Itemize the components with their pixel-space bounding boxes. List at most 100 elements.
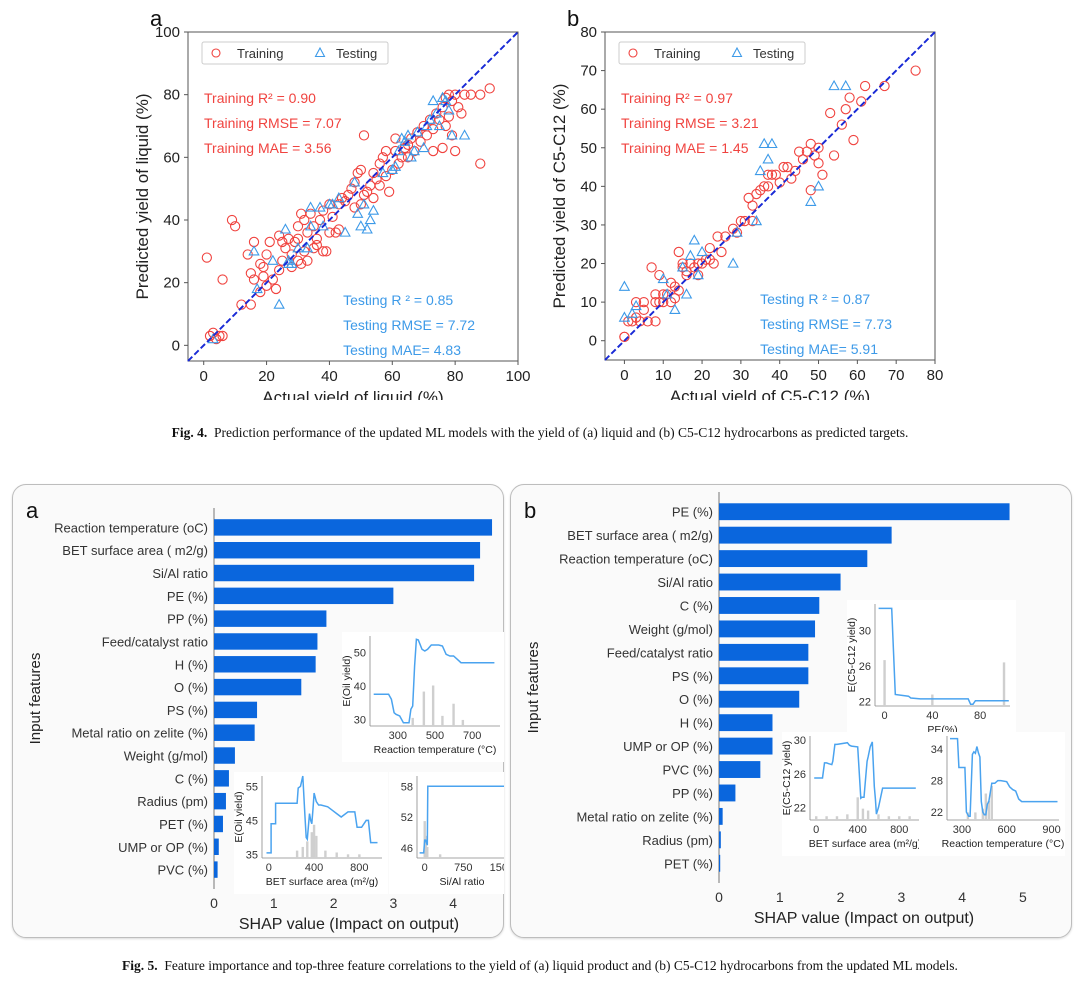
testing-point (333, 191, 345, 203)
inset-y-tick-label: 28 (931, 776, 943, 788)
testing-point (727, 257, 739, 268)
inset-x-tick-label: 400 (305, 862, 323, 874)
training-point (650, 296, 661, 308)
training-point (229, 221, 241, 232)
x-tick-label: 1 (776, 889, 784, 905)
x-tick-label: 40 (771, 367, 788, 384)
y-axis-label: Input features (525, 642, 542, 734)
training-point (453, 102, 464, 113)
training-point (848, 134, 859, 146)
shap-bar (719, 854, 721, 872)
testing-point (618, 311, 631, 322)
inset-x-tick-label: 80 (974, 710, 986, 722)
training-point (836, 119, 847, 130)
feature-label: O (%) (174, 680, 208, 695)
testing-point (758, 137, 770, 149)
feature-label: Weight (g/mol) (124, 749, 208, 764)
panel-label: a (150, 6, 163, 31)
shap-bar (214, 656, 316, 673)
training-point (418, 120, 429, 132)
testing-point (402, 129, 414, 140)
inset-y-tick-label: 30 (794, 735, 806, 747)
feature-label: Weight (g/mol) (629, 622, 713, 637)
inset-x-axis-label: Reaction temperature (°C) (942, 838, 1065, 850)
training-point (207, 327, 219, 338)
inset-y-tick-label: 22 (859, 697, 871, 709)
testing-point (326, 198, 339, 209)
training-point (402, 152, 414, 163)
shap-bar (214, 610, 327, 627)
testing-point (812, 180, 825, 191)
shap-bar (719, 714, 773, 732)
testing-point (399, 135, 411, 146)
training-point (716, 246, 727, 258)
testing-point (285, 257, 298, 269)
testing-point (750, 214, 763, 226)
inset-dependence-line (266, 775, 378, 854)
feature-label: Radius (pm) (642, 833, 713, 848)
testing-point (458, 129, 471, 140)
inset-histogram-bar (877, 814, 880, 820)
training-point (475, 158, 486, 169)
training-point (280, 243, 291, 254)
training-point (840, 104, 851, 115)
feature-label: PET (%) (159, 817, 208, 832)
training-point (277, 236, 288, 248)
training-point (308, 221, 319, 232)
legend-box (201, 41, 389, 65)
inset-x-tick-label: 1500 (490, 862, 504, 874)
testing-point (684, 249, 697, 260)
training-point (245, 299, 257, 310)
shap-bar (719, 503, 1010, 521)
training-point (261, 249, 272, 260)
x-tick-label: 80 (927, 367, 944, 384)
inset-x-tick-label: 600 (998, 824, 1016, 836)
inset-y-axis-label: E(Oil yield) (233, 791, 245, 842)
inset-histogram-bar (441, 715, 444, 726)
y-tick-label: 20 (580, 256, 597, 273)
training-point (333, 199, 345, 210)
inset-y-axis-label: E(C5-C12 yield) (781, 741, 793, 816)
x-tick-label: 50 (810, 367, 827, 384)
testing-point (618, 280, 631, 291)
training-point (270, 283, 282, 295)
feature-label: H (%) (680, 716, 713, 731)
shap-bar (719, 807, 723, 825)
training-point (352, 167, 363, 179)
inset-histogram-bar (358, 854, 361, 858)
feature-label: O (%) (679, 692, 713, 707)
testing-point (424, 113, 436, 124)
testing-point (304, 220, 317, 231)
feature-label: BET surface area ( m2/g) (567, 528, 713, 543)
testing-point (273, 298, 285, 309)
training-point (302, 255, 313, 266)
testing-point (351, 207, 364, 218)
shap-bar (214, 678, 302, 696)
inset-y-tick-label: 46 (401, 843, 413, 855)
fig4-caption: Fig. 4. Prediction performance of the up… (0, 425, 1080, 441)
inset-y-tick-label: 26 (859, 661, 871, 673)
inset-x-tick-label: 0 (422, 862, 428, 874)
feature-label: C (%) (680, 598, 713, 613)
legend-training-label: Training (654, 46, 700, 61)
training-point (214, 330, 225, 342)
training-point (828, 150, 840, 161)
inset-x-axis-label: BET surface area (m²/g) (266, 876, 378, 888)
feature-label: Reaction temperature (oC) (559, 552, 713, 567)
inset-histogram-bar (974, 812, 977, 820)
feature-label: Si/Al ratio (152, 566, 208, 581)
testing-point (446, 129, 458, 140)
inset-x-tick-label: 800 (890, 824, 908, 836)
inset-y-tick-label: 40 (354, 681, 366, 693)
fig4b-scatter-chart: b 0 10 20 30 40 50 60 70 80 0 10 20 30 40 50 60 70 80 Actua… (550, 6, 944, 400)
testing-point (251, 282, 263, 294)
shap-bar (719, 550, 868, 568)
inset-plot: 0 400 800 22 26 30 BET surface area (m²/g) E(C5… (781, 732, 926, 856)
inset-y-tick-label: 55 (246, 781, 258, 793)
testing-point (279, 223, 292, 234)
training-point (211, 333, 222, 345)
y-tick-label: 20 (163, 275, 180, 292)
inset-y-tick-label: 34 (931, 744, 943, 756)
testing-point (314, 201, 326, 212)
training-point (321, 246, 332, 257)
